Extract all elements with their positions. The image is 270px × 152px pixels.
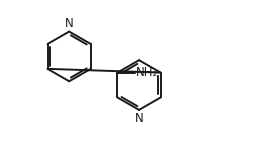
- Text: N: N: [135, 112, 143, 125]
- Text: N: N: [65, 17, 73, 30]
- Text: NH₂: NH₂: [136, 66, 158, 79]
